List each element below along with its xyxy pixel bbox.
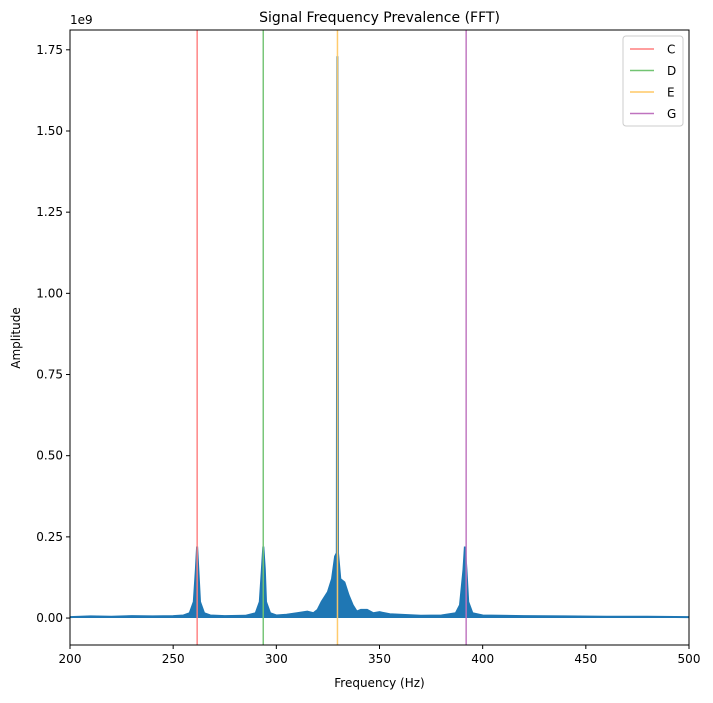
y-axis: 0.00 0.25 0.50 0.75 1.00 1.25 1.50 1.75 xyxy=(36,43,70,625)
x-axis-label: Frequency (Hz) xyxy=(334,676,425,690)
x-tick-label: 500 xyxy=(678,652,701,666)
y-tick-label: 0.25 xyxy=(36,530,63,544)
x-axis: 200 250 300 350 400 450 500 xyxy=(59,645,701,666)
y-tick-label: 0.00 xyxy=(36,611,63,625)
spectrum-area xyxy=(70,56,689,619)
y-tick-label: 1.75 xyxy=(36,43,63,57)
y-tick-label: 1.50 xyxy=(36,124,63,138)
x-tick-label: 300 xyxy=(265,652,288,666)
y-tick-label: 0.50 xyxy=(36,449,63,463)
x-tick-label: 350 xyxy=(368,652,391,666)
y-tick-label: 0.75 xyxy=(36,368,63,382)
legend-box xyxy=(622,35,684,127)
y-axis-label: Amplitude xyxy=(9,307,23,369)
spectrum-line xyxy=(70,56,689,619)
x-tick-label: 450 xyxy=(574,652,597,666)
x-tick-label: 250 xyxy=(162,652,185,666)
y-scale-label: 1e9 xyxy=(70,13,93,27)
chart-title: Signal Frequency Prevalence (FFT) xyxy=(259,10,500,26)
legend-label-D: D xyxy=(667,64,676,78)
plot-area xyxy=(69,29,690,646)
legend-label-E: E xyxy=(667,86,675,100)
axes-frame xyxy=(69,29,690,646)
x-tick-label: 400 xyxy=(471,652,494,666)
x-tick-label: 200 xyxy=(59,652,82,666)
y-tick-label: 1.00 xyxy=(36,286,63,300)
legend-label-C: C xyxy=(667,43,675,57)
plot-content xyxy=(70,30,689,645)
legend-label-G: G xyxy=(667,107,676,121)
y-tick-label: 1.25 xyxy=(36,205,63,219)
